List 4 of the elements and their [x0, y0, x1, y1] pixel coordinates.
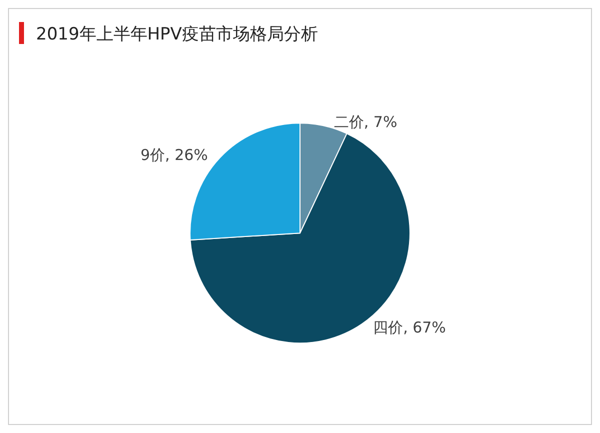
- slice-label: 9价, 26%: [140, 146, 208, 164]
- chart-title: 2019年上半年HPV疫苗市场格局分析: [36, 24, 318, 44]
- slice-label: 二价, 7%: [334, 112, 398, 131]
- slice-label: 四价, 67%: [373, 318, 446, 336]
